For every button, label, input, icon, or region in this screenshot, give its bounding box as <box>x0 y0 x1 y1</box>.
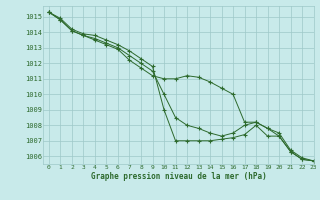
X-axis label: Graphe pression niveau de la mer (hPa): Graphe pression niveau de la mer (hPa) <box>91 172 266 181</box>
